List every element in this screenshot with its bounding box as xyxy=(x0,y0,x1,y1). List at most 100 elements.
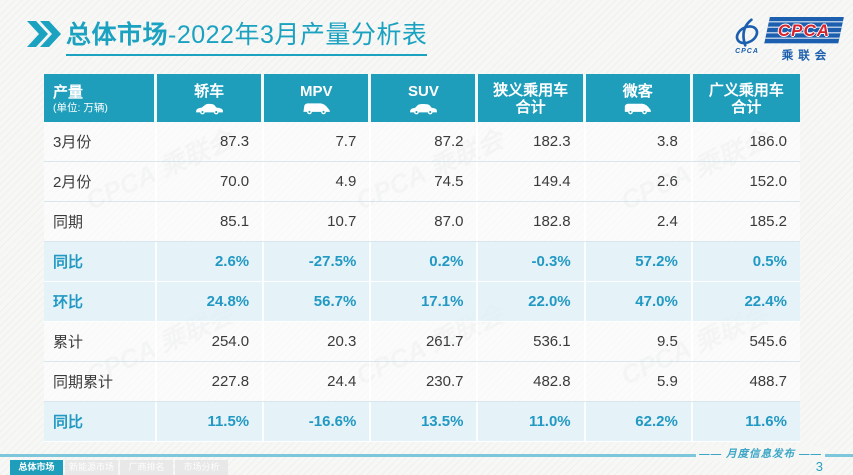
suv-icon xyxy=(408,101,439,115)
table-cell: 13.5% xyxy=(371,402,479,441)
page-title-section: 总体市场 xyxy=(66,21,169,49)
table-cell: 152.0 xyxy=(749,173,787,190)
release-label: —— 月度信息发布 —— xyxy=(696,446,825,461)
footer-tab-新能源市场[interactable]: 新能源市场 xyxy=(65,460,118,475)
table-body: 3月份 87.3 7.7 87.2 182.3 3.8 186.0 2月份 70.0 4.9 74.… xyxy=(44,122,800,442)
table-cell: -27.5% xyxy=(264,242,372,281)
table-cell: 230.7 xyxy=(371,362,479,401)
table-row: 环比 24.8% 56.7% 17.1% 22.0% 47.0% 22.4% xyxy=(44,282,800,322)
table-cell: 482.8 xyxy=(478,362,586,401)
table-cell: 9.5 xyxy=(586,322,693,361)
row-label: 3月份 xyxy=(44,122,157,161)
row-label: 2月份 xyxy=(44,162,157,201)
table-row: 同比 11.5% -16.6% 13.5% 11.0% 62.2% 11.6% xyxy=(44,402,800,442)
table-row: 同期累计 227.8 24.4 230.7 482.8 5.9 488.7 xyxy=(44,362,800,402)
column-header: SUV xyxy=(371,74,479,122)
column-header-label2: 合计 xyxy=(731,99,762,116)
cpca-sub-label: 乘联会 xyxy=(781,50,832,62)
table-cell: 2.6 xyxy=(586,162,693,201)
column-header-label: MPV xyxy=(299,82,333,100)
cpca-swirl-icon: CPCA xyxy=(731,18,763,55)
cpca-wordmark-block: CPCA 乘联会 xyxy=(764,10,844,63)
row-label: 环比 xyxy=(44,282,157,321)
table-cell: 182.8 xyxy=(478,202,586,241)
row-label: 同期累计 xyxy=(44,362,157,401)
row-label: 同比 xyxy=(44,242,157,281)
table-cell: 5.9 xyxy=(586,362,693,401)
header-unit-title: 产量 xyxy=(53,83,84,101)
table-cell: 0.5% xyxy=(752,253,787,270)
column-header-label: 广义乘用车 xyxy=(708,81,784,99)
table-cell: 70.0 xyxy=(157,162,265,201)
row-label: 同期 xyxy=(44,202,157,241)
table-cell: 10.7 xyxy=(264,202,372,241)
table-row: 同比 2.6% -27.5% 0.2% -0.3% 57.2% 0.5% xyxy=(44,242,800,282)
table-cell: 227.8 xyxy=(157,362,265,401)
cpca-logo: CPCA CPCA 乘联会 xyxy=(731,10,844,63)
column-header-label: SUV xyxy=(407,82,439,100)
table-cell: 545.6 xyxy=(749,333,787,350)
column-header: 微客 xyxy=(585,74,693,122)
table-cell: -0.3% xyxy=(478,242,586,281)
table-cell: 56.7% xyxy=(264,282,372,321)
table-cell: 24.4 xyxy=(264,362,372,401)
sedan-icon xyxy=(194,101,225,115)
table-cell: 488.7 xyxy=(749,373,787,390)
table-row: 3月份 87.3 7.7 87.2 182.3 3.8 186.0 xyxy=(44,122,800,162)
table-cell: 85.1 xyxy=(157,202,265,241)
table-cell: 62.2% xyxy=(586,402,693,441)
table-cell: 2.4 xyxy=(586,202,693,241)
table-row: 同期 85.1 10.7 87.0 182.8 2.4 185.2 xyxy=(44,202,800,242)
page-title-rest: -2022年3月产量分析表 xyxy=(168,21,428,49)
table-cell: 0.2% xyxy=(371,242,479,281)
page-title: 总体市场-2022年3月产量分析表 xyxy=(66,15,428,56)
table-cell: 4.9 xyxy=(264,162,372,201)
table-cell: 11.0% xyxy=(478,402,586,441)
column-header-label: 微客 xyxy=(622,82,653,100)
row-label: 同比 xyxy=(44,402,157,441)
table-cell: 254.0 xyxy=(157,322,265,361)
table-cell: 7.7 xyxy=(264,122,372,161)
production-table: 产量 (单位: 万辆) 轿车 MPV SUV 狭义乘用车 合计 微客 广义乘用车 合计 3月份… xyxy=(44,74,800,442)
table-cell: 3.8 xyxy=(586,122,693,161)
footer-tab-厂商排名[interactable]: 厂商排名 xyxy=(120,460,173,475)
table-cell: 11.5% xyxy=(157,402,265,441)
footer-tab-市场分析[interactable]: 市场分析 xyxy=(175,460,228,475)
table-cell: 22.0% xyxy=(478,282,586,321)
table-cell: 74.5 xyxy=(371,162,479,201)
column-header-label: 狭义乘用车 xyxy=(493,81,569,99)
table-row: 累计 254.0 20.3 261.7 536.1 9.5 545.6 xyxy=(44,322,800,362)
table-cell: 47.0% xyxy=(586,282,693,321)
table-cell: 2.6% xyxy=(157,242,265,281)
header-unit-cell: 产量 (单位: 万辆) xyxy=(44,74,157,122)
table-cell: 182.3 xyxy=(478,122,586,161)
table-header-row: 产量 (单位: 万辆) 轿车 MPV SUV 狭义乘用车 合计 微客 广义乘用车 合计 xyxy=(44,74,800,122)
microvan-icon xyxy=(622,101,653,115)
cpca-wordmark: CPCA xyxy=(764,17,844,44)
footer-tab-总体市场[interactable]: 总体市场 xyxy=(10,460,63,475)
table-cell: 11.6% xyxy=(745,413,787,430)
table-cell: 536.1 xyxy=(478,322,586,361)
column-header-label: 轿车 xyxy=(194,82,225,100)
table-cell: 20.3 xyxy=(264,322,372,361)
table-cell: 57.2% xyxy=(586,242,693,281)
table-row: 2月份 70.0 4.9 74.5 149.4 2.6 152.0 xyxy=(44,162,800,202)
table-cell: 22.4% xyxy=(744,293,787,310)
column-header: 广义乘用车 合计 xyxy=(692,74,800,122)
table-cell: 186.0 xyxy=(749,133,787,150)
row-label: 累计 xyxy=(44,322,157,361)
table-cell: 149.4 xyxy=(478,162,586,201)
page-number: 3 xyxy=(815,459,823,474)
header-unit-subtitle: (单位: 万辆) xyxy=(53,102,108,115)
cpca-swirl-caption: CPCA xyxy=(735,48,759,55)
column-header-label2: 合计 xyxy=(515,99,546,116)
table-cell: 87.3 xyxy=(157,122,265,161)
title-chevron-icon xyxy=(27,21,61,52)
mpv-icon xyxy=(301,101,332,115)
column-header: 轿车 xyxy=(157,74,265,122)
table-cell: 261.7 xyxy=(371,322,479,361)
table-cell: 87.0 xyxy=(371,202,479,241)
table-cell: 185.2 xyxy=(749,213,787,230)
footer-tab-bar: 总体市场 新能源市场 厂商排名 市场分析 xyxy=(10,460,228,475)
